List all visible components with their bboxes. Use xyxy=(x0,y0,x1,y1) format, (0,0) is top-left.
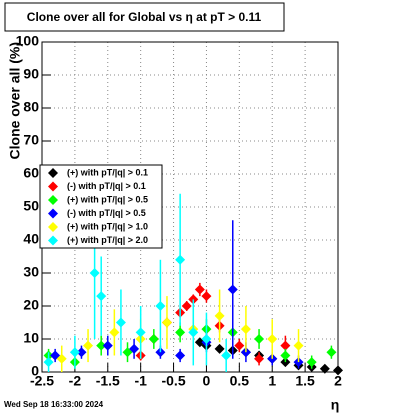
data-point xyxy=(214,343,225,354)
y-tick-label: 60 xyxy=(23,165,39,181)
legend-marker xyxy=(48,168,58,178)
data-point xyxy=(56,353,67,364)
x-tick-label: -2 xyxy=(69,373,82,389)
data-point xyxy=(221,350,232,361)
x-tick-label: 0.5 xyxy=(230,373,250,389)
data-point xyxy=(293,340,304,351)
data-point xyxy=(201,334,212,344)
data-point xyxy=(69,347,80,358)
y-tick-label: 30 xyxy=(23,264,39,280)
data-point xyxy=(76,347,87,358)
x-tick-label: -1.5 xyxy=(96,373,120,389)
data-point xyxy=(234,340,245,351)
data-point xyxy=(214,310,225,321)
legend-label: (+) with pT/|q| > 1.0 xyxy=(67,221,148,231)
legend-label: (+) with pT/|q| > 0.1 xyxy=(67,167,148,177)
y-tick-label: 10 xyxy=(23,330,39,346)
legend-marker xyxy=(48,195,58,205)
data-point xyxy=(188,327,199,338)
y-tick-label: 70 xyxy=(23,132,39,148)
data-point xyxy=(326,347,337,358)
data-point xyxy=(175,327,186,338)
data-point xyxy=(333,365,343,376)
data-point xyxy=(194,284,205,295)
data-point xyxy=(175,350,186,361)
data-point xyxy=(306,357,317,368)
footer: Wed Sep 18 16:33:00 2024 xyxy=(4,400,104,409)
data-point xyxy=(155,301,166,311)
y-tick-label: 40 xyxy=(23,231,39,247)
data-point xyxy=(89,268,100,278)
data-point xyxy=(201,291,212,302)
data-point xyxy=(109,327,120,338)
data-point xyxy=(181,301,192,311)
y-tick-label: 80 xyxy=(23,99,39,115)
data-point xyxy=(254,353,265,364)
legend-label: (-) with pT/|q| > 0.5 xyxy=(67,208,146,218)
y-tick-label: 50 xyxy=(23,198,39,214)
y-tick-label: 100 xyxy=(16,33,40,49)
data-point xyxy=(280,350,291,361)
data-point xyxy=(319,363,330,374)
y-tick-label: 20 xyxy=(23,297,39,313)
chart-title: Clone over all for Global vs η at pT > 0… xyxy=(27,10,262,24)
x-tick-label: 0 xyxy=(203,373,211,389)
legend-label: (-) with pT/|q| > 0.1 xyxy=(67,181,146,191)
legend-marker xyxy=(48,235,58,246)
x-tick-label: -1 xyxy=(134,373,147,389)
y-tick-label: 0 xyxy=(31,363,39,379)
x-axis-label: η xyxy=(331,397,340,413)
y-axis-label: Clone over all (%) xyxy=(7,42,23,159)
legend-label: (+) with pT/|q| > 0.5 xyxy=(67,194,148,204)
data-point xyxy=(135,327,146,338)
title-box xyxy=(4,2,285,32)
data-point xyxy=(227,284,238,295)
x-tick-label: 2 xyxy=(334,373,342,389)
legend-label: (+) with pT/|q| > 2.0 xyxy=(67,235,148,245)
data-point xyxy=(175,254,186,265)
x-tick-label: -0.5 xyxy=(161,373,185,389)
data-point xyxy=(148,334,159,344)
data-point xyxy=(280,340,291,351)
data-point xyxy=(267,334,278,344)
data-point xyxy=(129,343,140,354)
data-point xyxy=(161,317,172,328)
data-point xyxy=(240,324,251,335)
legend-marker xyxy=(48,222,58,232)
legend-marker xyxy=(48,181,58,192)
data-point xyxy=(83,340,94,351)
data-point xyxy=(115,317,126,328)
data-point xyxy=(96,340,107,351)
data-point xyxy=(102,340,113,351)
data-point xyxy=(254,334,265,344)
data-point xyxy=(43,357,54,368)
y-tick-label: 90 xyxy=(23,66,39,82)
legend-box xyxy=(39,164,163,249)
data-point xyxy=(96,291,107,302)
x-tick-label: 1 xyxy=(268,373,276,389)
x-tick-label: -2.5 xyxy=(30,373,54,389)
x-tick-label: 1.5 xyxy=(295,373,315,389)
legend-marker xyxy=(48,208,58,219)
